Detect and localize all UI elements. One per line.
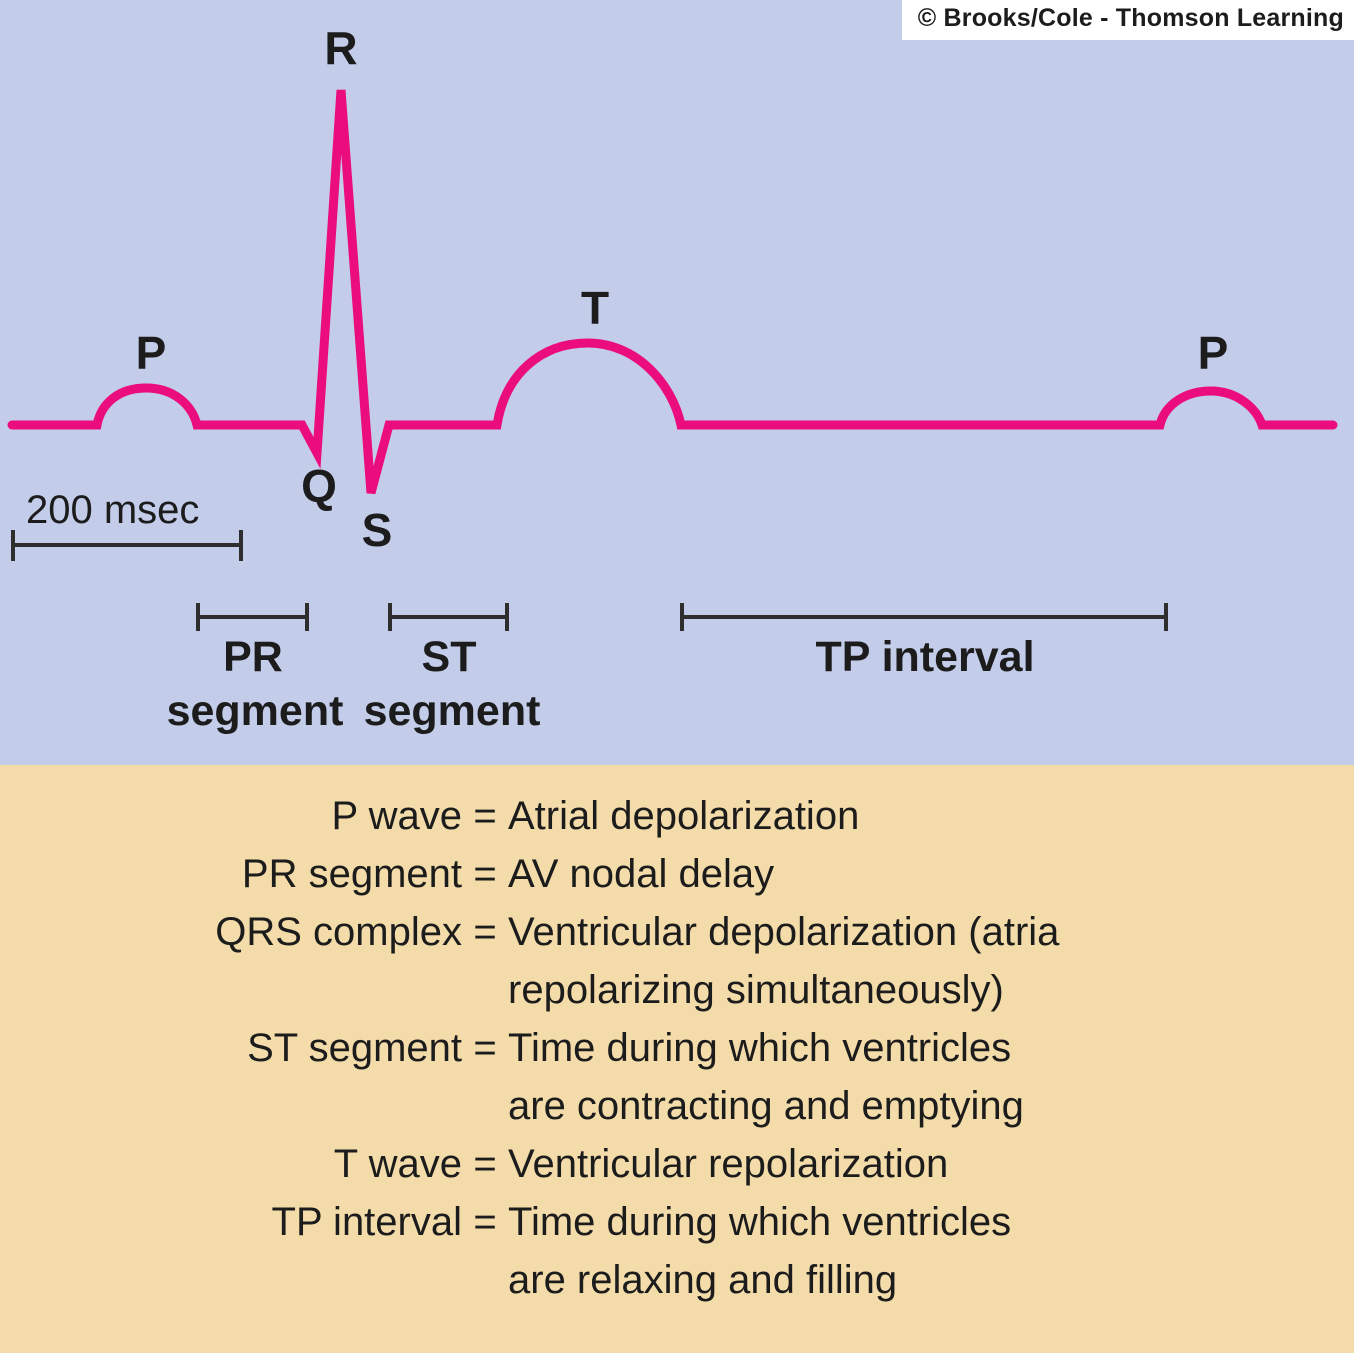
legend-term: P wave	[331, 794, 462, 838]
scale-bar-label: 200 msec	[26, 488, 199, 532]
legend-item: QRS complex = Ventricular depolarization (…	[0, 903, 1354, 1019]
legend-definition: Atrial depolarization	[508, 794, 860, 838]
legend-item: P wave = Atrial depolarization	[0, 787, 1354, 845]
legend-term: ST segment	[247, 1026, 462, 1070]
legend-equals: =	[473, 910, 497, 954]
legend-item: ST segment = Time during which ventricles …	[0, 1019, 1354, 1135]
st-segment-bracket	[388, 603, 509, 631]
legend-list: P wave = Atrial depolarization PR segment = A…	[0, 787, 1354, 1309]
legend-definition: Time during which ventricles are relaxin…	[508, 1200, 1012, 1302]
legend-definition: Ventricular repolarization	[508, 1142, 949, 1186]
p-wave-second-label: P	[1198, 327, 1229, 379]
legend-equals: =	[473, 1200, 497, 1244]
ecg-svg: 200 msec P R Q S T P PR segment ST segme…	[7, 22, 1338, 735]
pr-segment-label-bottom: segment	[167, 687, 344, 735]
p-wave-label: P	[136, 327, 167, 379]
pr-segment-bracket	[196, 603, 309, 631]
pr-segment-label-top: PR	[223, 633, 283, 681]
copyright-text: © Brooks/Cole - Thomson Learning	[901, 0, 1354, 40]
legend-equals: =	[473, 1142, 497, 1186]
legend-definition: Ventricular depolarization (atria repola…	[508, 910, 1060, 1012]
st-segment-label-top: ST	[422, 633, 477, 681]
legend-equals: =	[473, 852, 497, 896]
legend-term: TP interval	[271, 1200, 462, 1244]
ecg-trace	[7, 89, 1338, 495]
t-wave-label: T	[581, 282, 609, 334]
q-wave-label: Q	[301, 460, 337, 512]
legend-item: TP interval = Time during which ventricles…	[0, 1193, 1354, 1309]
legend-definition: AV nodal delay	[508, 852, 775, 896]
st-segment-label-bottom: segment	[364, 687, 541, 735]
legend-item: T wave = Ventricular repolarization	[0, 1135, 1354, 1193]
ecg-panel: © Brooks/Cole - Thomson Learning 200 mse…	[0, 0, 1354, 765]
s-wave-label: S	[362, 504, 393, 556]
legend-term: T wave	[333, 1142, 462, 1186]
legend-equals: =	[473, 1026, 497, 1070]
legend-term: PR segment	[241, 852, 462, 896]
legend-definition: Time during which ventricles are contrac…	[508, 1026, 1024, 1128]
legend-term: QRS complex	[215, 910, 462, 954]
scale-bar	[11, 530, 243, 561]
tp-interval-label: TP interval	[815, 633, 1034, 681]
legend-item: PR segment = AV nodal delay	[0, 845, 1354, 903]
r-wave-label: R	[324, 22, 357, 74]
legend-panel: P wave = Atrial depolarization PR segment = A…	[0, 765, 1354, 1353]
legend-equals: =	[473, 794, 497, 838]
tp-interval-bracket	[680, 603, 1168, 631]
